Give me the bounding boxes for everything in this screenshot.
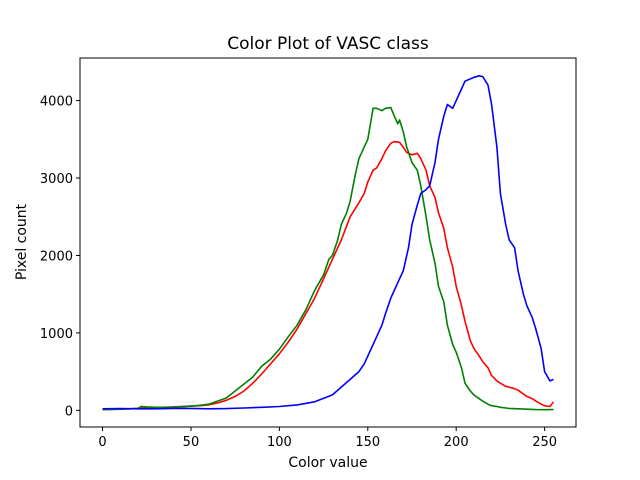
chart-title: Color Plot of VASC class	[227, 34, 429, 54]
axes-frame	[79, 57, 577, 428]
blue-channel-line	[102, 75, 554, 410]
x-axis-label: Color value	[288, 455, 367, 471]
y-tick-label: 2000	[40, 249, 73, 264]
x-tick-label: 200	[444, 435, 469, 450]
y-tick-label: 4000	[40, 95, 73, 110]
y-tick-label: 3000	[40, 172, 73, 187]
x-tick-label: 100	[267, 435, 292, 450]
x-tick-label: 250	[532, 435, 557, 450]
y-axis-label: Pixel count	[14, 203, 30, 280]
axis-ticks: 0 50 100 150 200 250 0 1000 2000 3000 4000	[40, 95, 557, 450]
red-channel-line	[102, 140, 555, 411]
green-channel-line	[102, 106, 554, 411]
y-tick-label: 0	[65, 404, 73, 419]
series-layer	[102, 75, 555, 411]
x-tick-label: 0	[98, 435, 106, 450]
y-tick-label: 1000	[40, 327, 73, 342]
x-tick-label: 50	[183, 435, 200, 450]
x-tick-label: 150	[355, 435, 380, 450]
